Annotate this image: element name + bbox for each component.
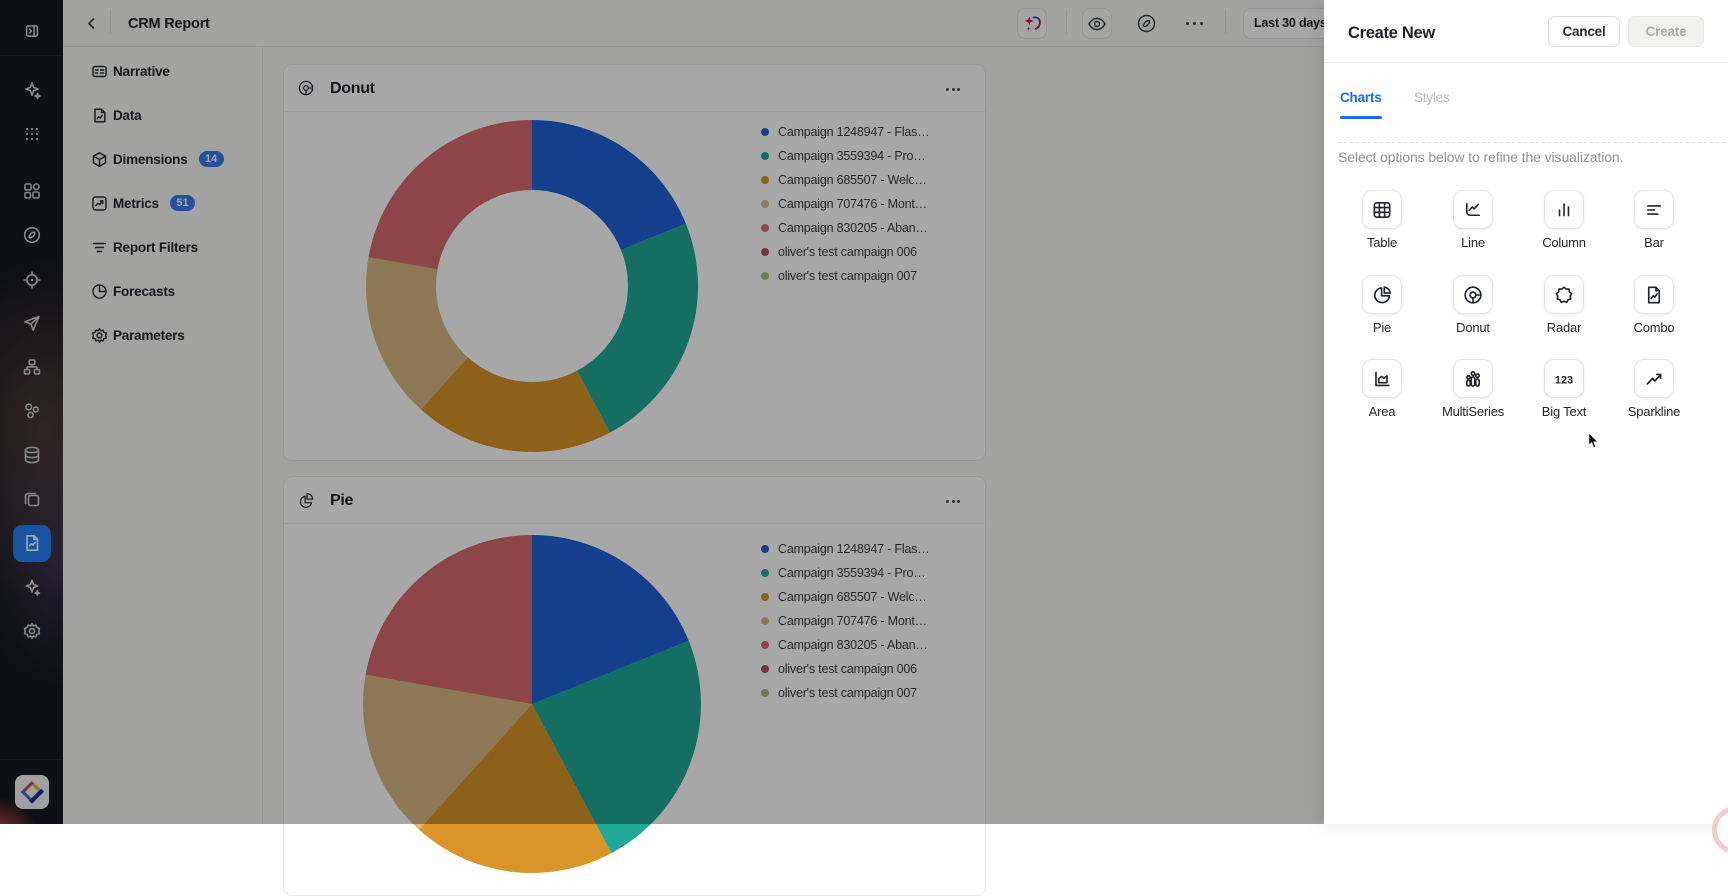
svg-text:123: 123 xyxy=(1555,374,1573,386)
